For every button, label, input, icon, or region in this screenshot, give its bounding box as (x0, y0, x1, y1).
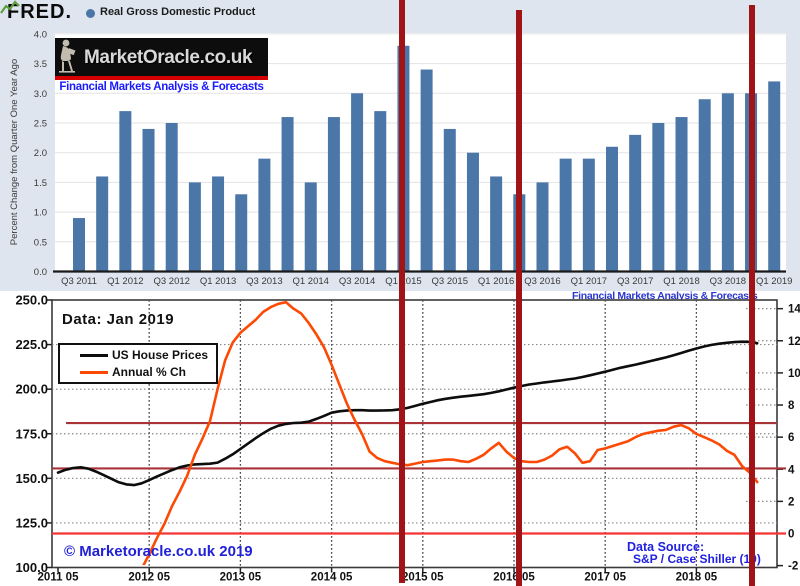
svg-text:1.0: 1.0 (34, 208, 47, 219)
svg-text:0: 0 (788, 529, 794, 541)
svg-text:125.0: 125.0 (15, 515, 48, 530)
svg-text:Q1 2012: Q1 2012 (107, 276, 143, 287)
legend-row-house-prices: US House Prices (80, 348, 216, 362)
vertical-annotation-line-1 (399, 0, 405, 583)
svg-text:2.5: 2.5 (34, 119, 47, 130)
svg-text:3.0: 3.0 (34, 89, 47, 100)
house-line-chart-canvas: 250.0 225.0 200.0 175.0 150.0 125.0 100.02011 … (15, 293, 800, 584)
svg-text:Q1 2013: Q1 2013 (200, 276, 236, 287)
marketoracle-tagline: Financial Markets Analysis & Forecasts (59, 81, 264, 93)
copyright-link[interactable]: © Marketoracle.co.uk 2019 (64, 543, 253, 560)
house-prices-line-swatch-icon (80, 353, 108, 357)
svg-text:2013 05: 2013 05 (220, 572, 262, 584)
svg-text:150.0: 150.0 (15, 471, 48, 486)
svg-text:2014 05: 2014 05 (311, 572, 353, 584)
data-source-name: S&P / Case Shiller (10) (633, 552, 761, 566)
fred-header: FRED. Real Gross Domestic Product (0, 0, 800, 30)
svg-text:100.0: 100.0 (15, 560, 48, 575)
legend-label-house-prices: US House Prices (112, 348, 209, 362)
svg-text:2.0: 2.0 (34, 148, 47, 159)
svg-text:Q1 2017: Q1 2017 (571, 276, 607, 287)
series-legend-dot-icon (86, 9, 95, 18)
svg-text:225.0: 225.0 (15, 337, 48, 352)
svg-text:175.0: 175.0 (15, 426, 48, 441)
svg-text:Q1 2016: Q1 2016 (478, 276, 514, 287)
svg-text:0.5: 0.5 (34, 237, 47, 248)
svg-text:2: 2 (788, 496, 794, 508)
marketoracle-site-name: MarketOracle.co.uk (84, 47, 253, 68)
svg-text:6: 6 (788, 432, 794, 444)
svg-text:12: 12 (788, 336, 800, 348)
svg-text:200.0: 200.0 (15, 382, 48, 397)
svg-text:2017 05: 2017 05 (584, 572, 626, 584)
fred-sparkline-icon (0, 0, 20, 14)
svg-text:14: 14 (788, 304, 800, 316)
svg-text:Q1 2018: Q1 2018 (663, 276, 699, 287)
svg-text:Q3 2014: Q3 2014 (339, 276, 375, 287)
svg-text:8: 8 (788, 400, 795, 412)
svg-text:Q3 2013: Q3 2013 (246, 276, 282, 287)
statue-icon (59, 39, 76, 73)
svg-text:250.0: 250.0 (15, 293, 48, 308)
legend-label-annual-pct: Annual % Ch (112, 365, 186, 379)
svg-text:4.0: 4.0 (34, 29, 47, 40)
svg-text:Q3 2015: Q3 2015 (432, 276, 468, 287)
vertical-annotation-line-3 (749, 5, 755, 586)
banner-red-strip (55, 76, 268, 80)
annual-pct-line-swatch-icon (80, 370, 108, 374)
svg-text:-2: -2 (788, 561, 798, 573)
svg-text:2018 05: 2018 05 (676, 572, 718, 584)
svg-text:10: 10 (788, 368, 800, 380)
fred-logo[interactable]: FRED. (7, 1, 72, 23)
svg-text:Q1 2019: Q1 2019 (756, 276, 792, 287)
svg-text:4: 4 (788, 464, 795, 476)
marketoracle-banner[interactable]: MarketOracle.co.uk (55, 38, 268, 80)
svg-text:2016 05: 2016 05 (493, 572, 535, 584)
chart-data-date-annotation: Data: Jan 2019 (62, 311, 175, 328)
svg-text:Q3 2017: Q3 2017 (617, 276, 653, 287)
svg-text:Q3 2012: Q3 2012 (153, 276, 189, 287)
svg-text:Q3 2018: Q3 2018 (710, 276, 746, 287)
chart-legend: US House Prices Annual % Ch (58, 343, 218, 384)
svg-text:2011 05: 2011 05 (38, 572, 80, 584)
svg-text:0.0: 0.0 (34, 267, 47, 278)
svg-text:Percent Change from Quarter On: Percent Change from Quarter One Year Ago (9, 59, 20, 245)
legend-row-annual-pct: Annual % Ch (80, 365, 216, 379)
series-legend-label: Real Gross Domestic Product (100, 6, 256, 18)
svg-text:1.5: 1.5 (34, 178, 47, 189)
data-source-heading: Data Source: (627, 540, 705, 554)
svg-text:2015 05: 2015 05 (402, 572, 444, 584)
svg-text:3.5: 3.5 (34, 59, 47, 70)
svg-text:Q3 2016: Q3 2016 (524, 276, 560, 287)
svg-text:Q1 2014: Q1 2014 (293, 276, 329, 287)
clipped-tagline: Financial Markets Analysis & Forecasts (572, 291, 758, 300)
svg-text:Q3 2011: Q3 2011 (61, 276, 97, 287)
svg-text:2012 05: 2012 05 (128, 572, 170, 584)
vertical-annotation-line-2 (516, 10, 522, 586)
